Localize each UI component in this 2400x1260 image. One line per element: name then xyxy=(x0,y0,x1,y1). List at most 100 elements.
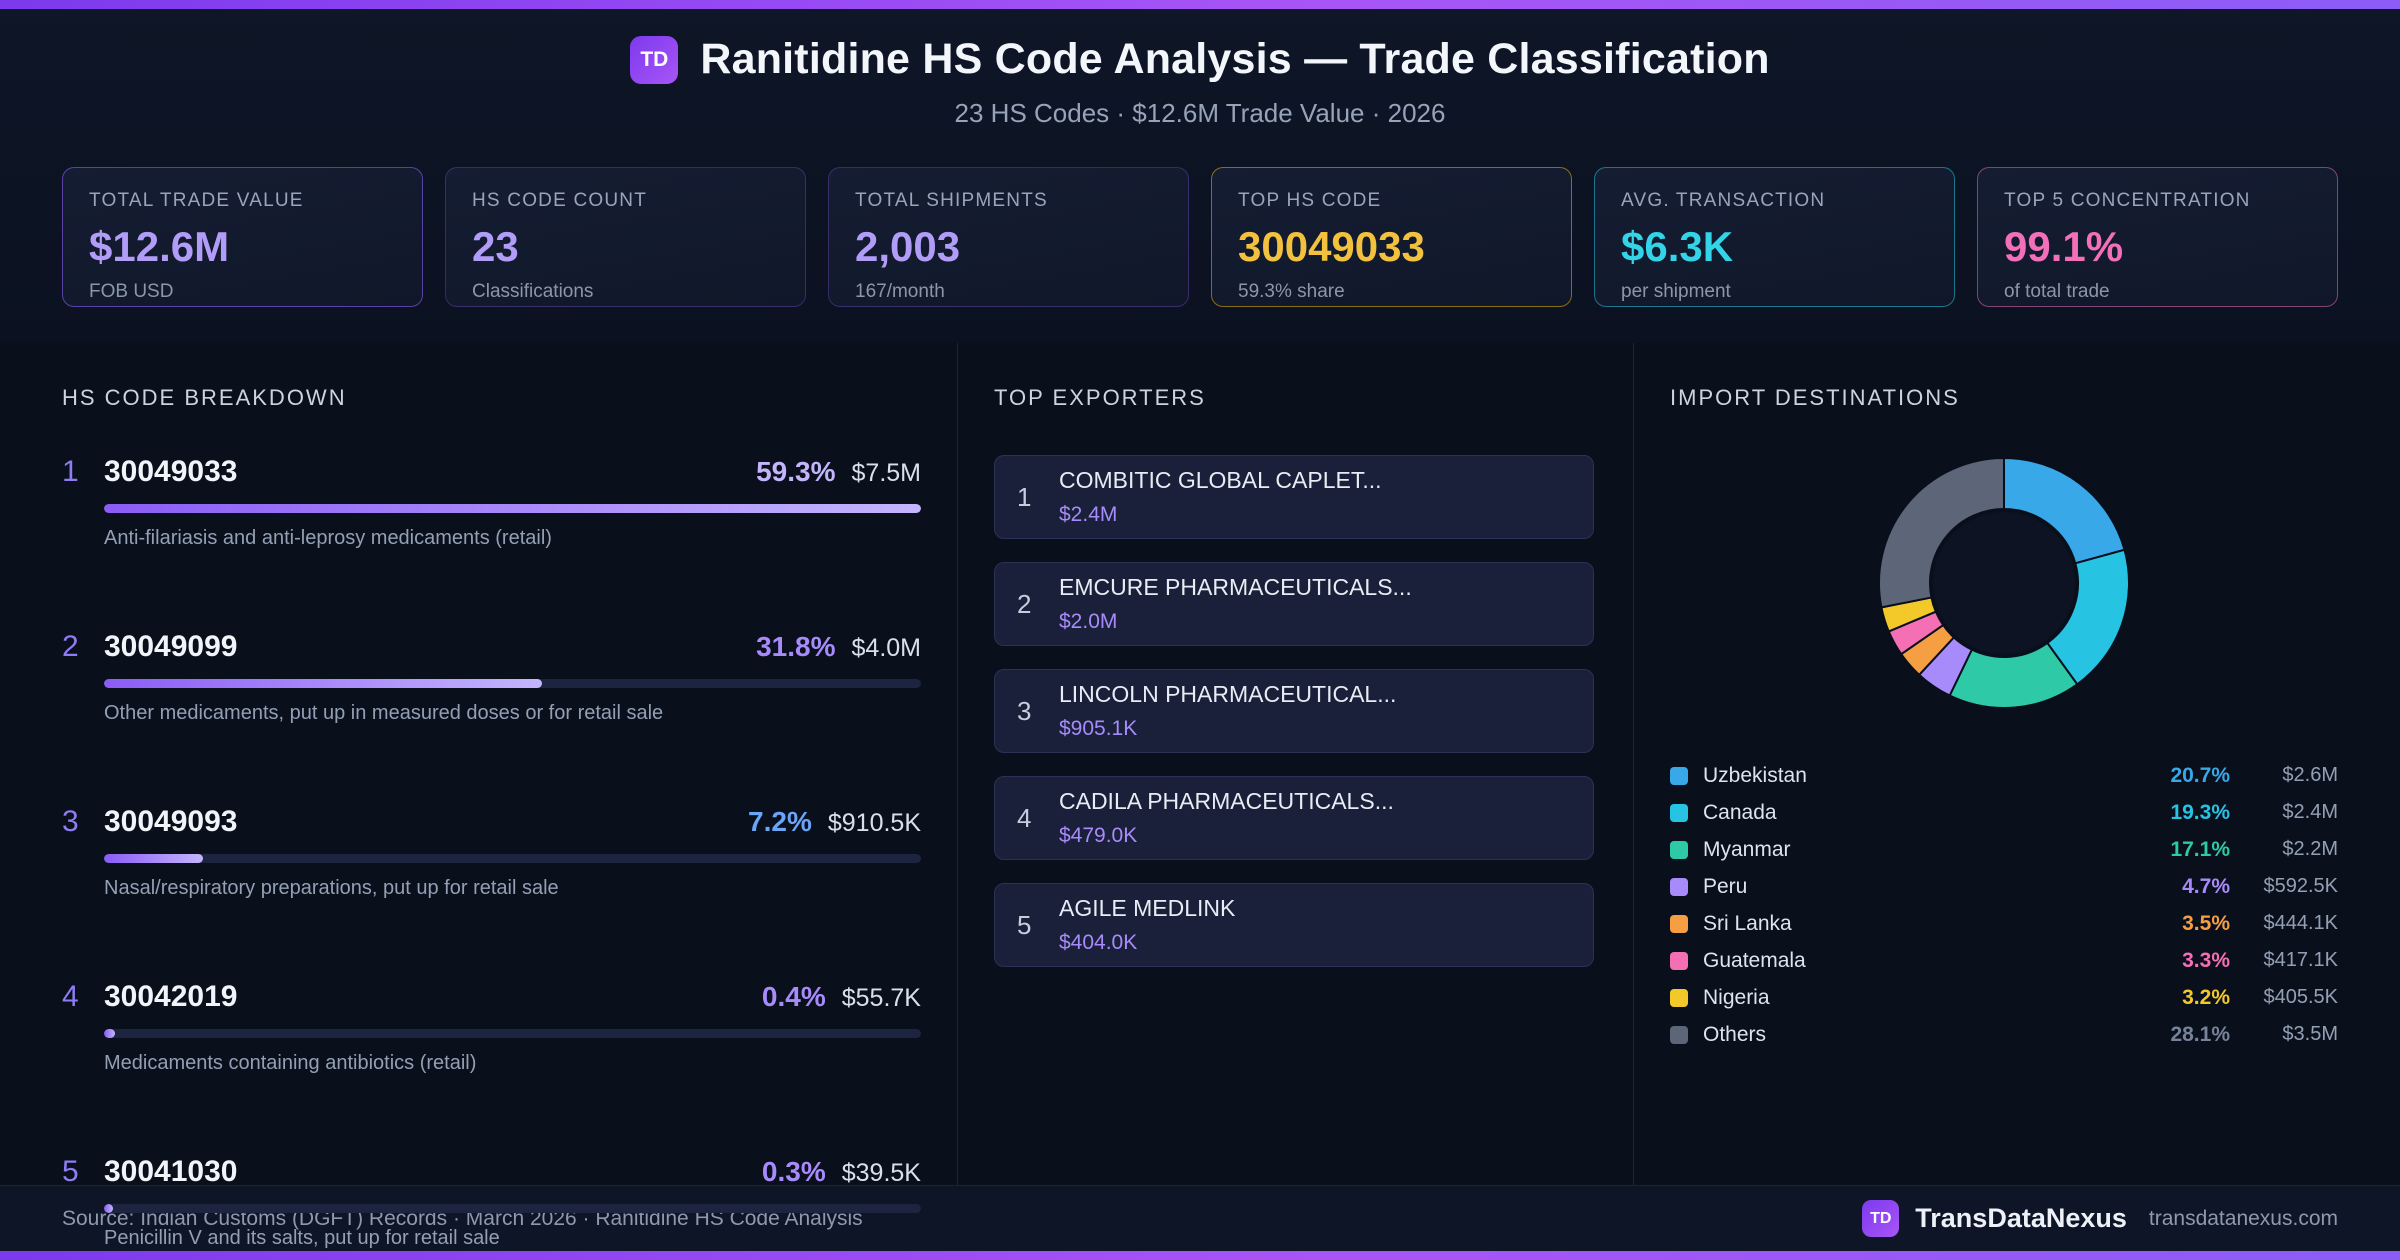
stat-value: 23 xyxy=(472,223,519,270)
hs-description: Nasal/respiratory preparations, put up f… xyxy=(104,877,559,899)
stat-card-hs-code-count: HS CODE COUNT 23 Classifications xyxy=(445,167,806,307)
hs-bar-track xyxy=(104,679,921,688)
legend-row-nigeria[interactable]: Nigeria 3.2% $405.5K xyxy=(1670,979,2338,1016)
stat-sub: FOB USD xyxy=(89,281,174,302)
exporter-card-1[interactable]: 1 COMBITIC GLOBAL CAPLET... $2.4M xyxy=(994,455,1594,539)
legend-percent: 3.2% xyxy=(2182,985,2230,1009)
hs-value: $39.5K xyxy=(841,1159,921,1187)
exporter-value: $479.0K xyxy=(1059,824,1138,847)
exporter-rank: 2 xyxy=(1017,588,1032,619)
legend-row-others[interactable]: Others 28.1% $3.5M xyxy=(1670,1016,2338,1053)
stat-sub: 167/month xyxy=(855,281,945,302)
exporter-card-3[interactable]: 3 LINCOLN PHARMACEUTICAL... $905.1K xyxy=(994,669,1594,753)
hs-row-5: 5 30041030 0.3% $39.5K Penicillin V and … xyxy=(62,1155,921,1250)
footer-brand: TD TransDataNexus transdatanexus.com xyxy=(1862,1200,2338,1237)
hs-row-2: 2 30049099 31.8% $4.0M Other medicaments… xyxy=(62,630,921,725)
stat-label: HS CODE COUNT xyxy=(472,190,647,211)
hs-value: $55.7K xyxy=(841,984,921,1012)
hs-bar-fill xyxy=(104,1204,113,1213)
donut-svg xyxy=(1878,456,2130,709)
import-destinations-title: IMPORT DESTINATIONS xyxy=(1670,385,1960,410)
legend-swatch xyxy=(1670,766,1688,785)
legend-label: Others xyxy=(1703,1022,1767,1046)
stat-sub: of total trade xyxy=(2004,281,2110,302)
footer-domain-link[interactable]: transdatanexus.com xyxy=(2148,1206,2338,1230)
stat-sub: 59.3% share xyxy=(1238,281,1345,302)
legend-swatch xyxy=(1670,1025,1688,1044)
stat-value: 99.1% xyxy=(2004,223,2124,270)
legend-percent: 28.1% xyxy=(2170,1022,2230,1046)
exporter-name: EMCURE PHARMACEUTICALS... xyxy=(1059,574,1412,600)
legend-swatch xyxy=(1670,877,1688,896)
legend-percent: 19.3% xyxy=(2170,800,2230,824)
legend-value: $405.5K xyxy=(2263,986,2338,1008)
donut-hole xyxy=(1933,512,2075,654)
legend-percent: 4.7% xyxy=(2182,874,2230,898)
exporter-value: $905.1K xyxy=(1059,717,1138,740)
legend-value: $3.5M xyxy=(2282,1023,2338,1045)
import-destinations-panel: IMPORT DESTINATIONS Uzbekistan 20.7% $2.… xyxy=(1634,343,2400,1185)
legend-row-guatemala[interactable]: Guatemala 3.3% $417.1K xyxy=(1670,942,2338,979)
legend-label: Guatemala xyxy=(1703,948,1806,972)
legend-row-myanmar[interactable]: Myanmar 17.1% $2.2M xyxy=(1670,831,2338,868)
legend-value: $444.1K xyxy=(2263,912,2338,934)
legend-label: Peru xyxy=(1703,874,1748,898)
exporter-card-2[interactable]: 2 EMCURE PHARMACEUTICALS... $2.0M xyxy=(994,562,1594,646)
hs-value: $4.0M xyxy=(851,634,921,662)
legend-percent: 3.3% xyxy=(2182,948,2230,972)
legend-swatch xyxy=(1670,914,1688,933)
legend-percent: 17.1% xyxy=(2170,837,2230,861)
legend-row-sri-lanka[interactable]: Sri Lanka 3.5% $444.1K xyxy=(1670,905,2338,942)
stat-label: TOP HS CODE xyxy=(1238,190,1382,211)
hs-value: $910.5K xyxy=(827,809,921,837)
legend-row-uzbekistan[interactable]: Uzbekistan 20.7% $2.6M xyxy=(1670,757,2338,794)
hs-percent: 0.3% xyxy=(761,1156,826,1187)
exporter-rank: 3 xyxy=(1017,695,1032,726)
legend-value: $2.2M xyxy=(2282,838,2338,860)
exporter-rank: 1 xyxy=(1017,481,1032,512)
hs-value: $7.5M xyxy=(851,459,921,487)
stat-value: 2,003 xyxy=(855,223,961,270)
hs-bar-track xyxy=(104,1204,921,1213)
legend-swatch xyxy=(1670,988,1688,1007)
hs-percent: 59.3% xyxy=(756,456,836,487)
legend-value: $592.5K xyxy=(2263,875,2338,897)
hs-code: 30049093 xyxy=(104,805,238,838)
legend-row-canada[interactable]: Canada 19.3% $2.4M xyxy=(1670,794,2338,831)
legend-row-peru[interactable]: Peru 4.7% $592.5K xyxy=(1670,868,2338,905)
stat-value: $6.3K xyxy=(1621,223,1734,270)
exporter-card-5[interactable]: 5 AGILE MEDLINK $404.0K xyxy=(994,883,1594,967)
legend-value: $2.4M xyxy=(2282,801,2338,823)
hs-breakdown-title: HS CODE BREAKDOWN xyxy=(62,385,347,410)
stat-card-avg-transaction: AVG. TRANSACTION $6.3K per shipment xyxy=(1594,167,1955,307)
exporter-name: AGILE MEDLINK xyxy=(1059,895,1236,921)
brand-logo: TD xyxy=(630,35,679,84)
hs-bar-fill xyxy=(104,504,921,513)
hs-code: 30049033 xyxy=(104,455,238,488)
hs-rank: 1 xyxy=(62,455,79,488)
hs-row-1: 1 30049033 59.3% $7.5M Anti-filariasis a… xyxy=(62,455,921,550)
donut-legend: Uzbekistan 20.7% $2.6M Canada 19.3% $2.4… xyxy=(1670,757,2338,1053)
hs-rank: 4 xyxy=(62,980,79,1013)
stat-sub: Classifications xyxy=(472,281,594,302)
hs-row-3: 3 30049093 7.2% $910.5K Nasal/respirator… xyxy=(62,805,921,900)
hs-code: 30042019 xyxy=(104,980,238,1013)
stat-card-total-shipments: TOTAL SHIPMENTS 2,003 167/month xyxy=(828,167,1189,307)
hs-rank: 5 xyxy=(62,1155,79,1188)
top-section: TD Ranitidine HS Code Analysis — Trade C… xyxy=(0,9,2400,343)
hs-percent: 0.4% xyxy=(761,981,826,1012)
legend-value: $2.6M xyxy=(2282,764,2338,786)
legend-swatch xyxy=(1670,951,1688,970)
hs-rank: 2 xyxy=(62,630,79,663)
hs-description: Anti-filariasis and anti-leprosy medicam… xyxy=(104,527,552,549)
legend-swatch xyxy=(1670,840,1688,859)
top-accent-bar xyxy=(0,0,2400,9)
exporter-card-4[interactable]: 4 CADILA PHARMACEUTICALS... $479.0K xyxy=(994,776,1594,860)
legend-label: Nigeria xyxy=(1703,985,1770,1009)
footer-brand-logo: TD xyxy=(1862,1200,1900,1237)
donut-segment-others[interactable] xyxy=(1878,456,2005,609)
stat-card-top-hs-code: TOP HS CODE 30049033 59.3% share xyxy=(1211,167,1572,307)
hs-percent: 31.8% xyxy=(756,631,836,662)
top-exporters-panel: TOP EXPORTERS 1 COMBITIC GLOBAL CAPLET..… xyxy=(958,343,1634,1185)
